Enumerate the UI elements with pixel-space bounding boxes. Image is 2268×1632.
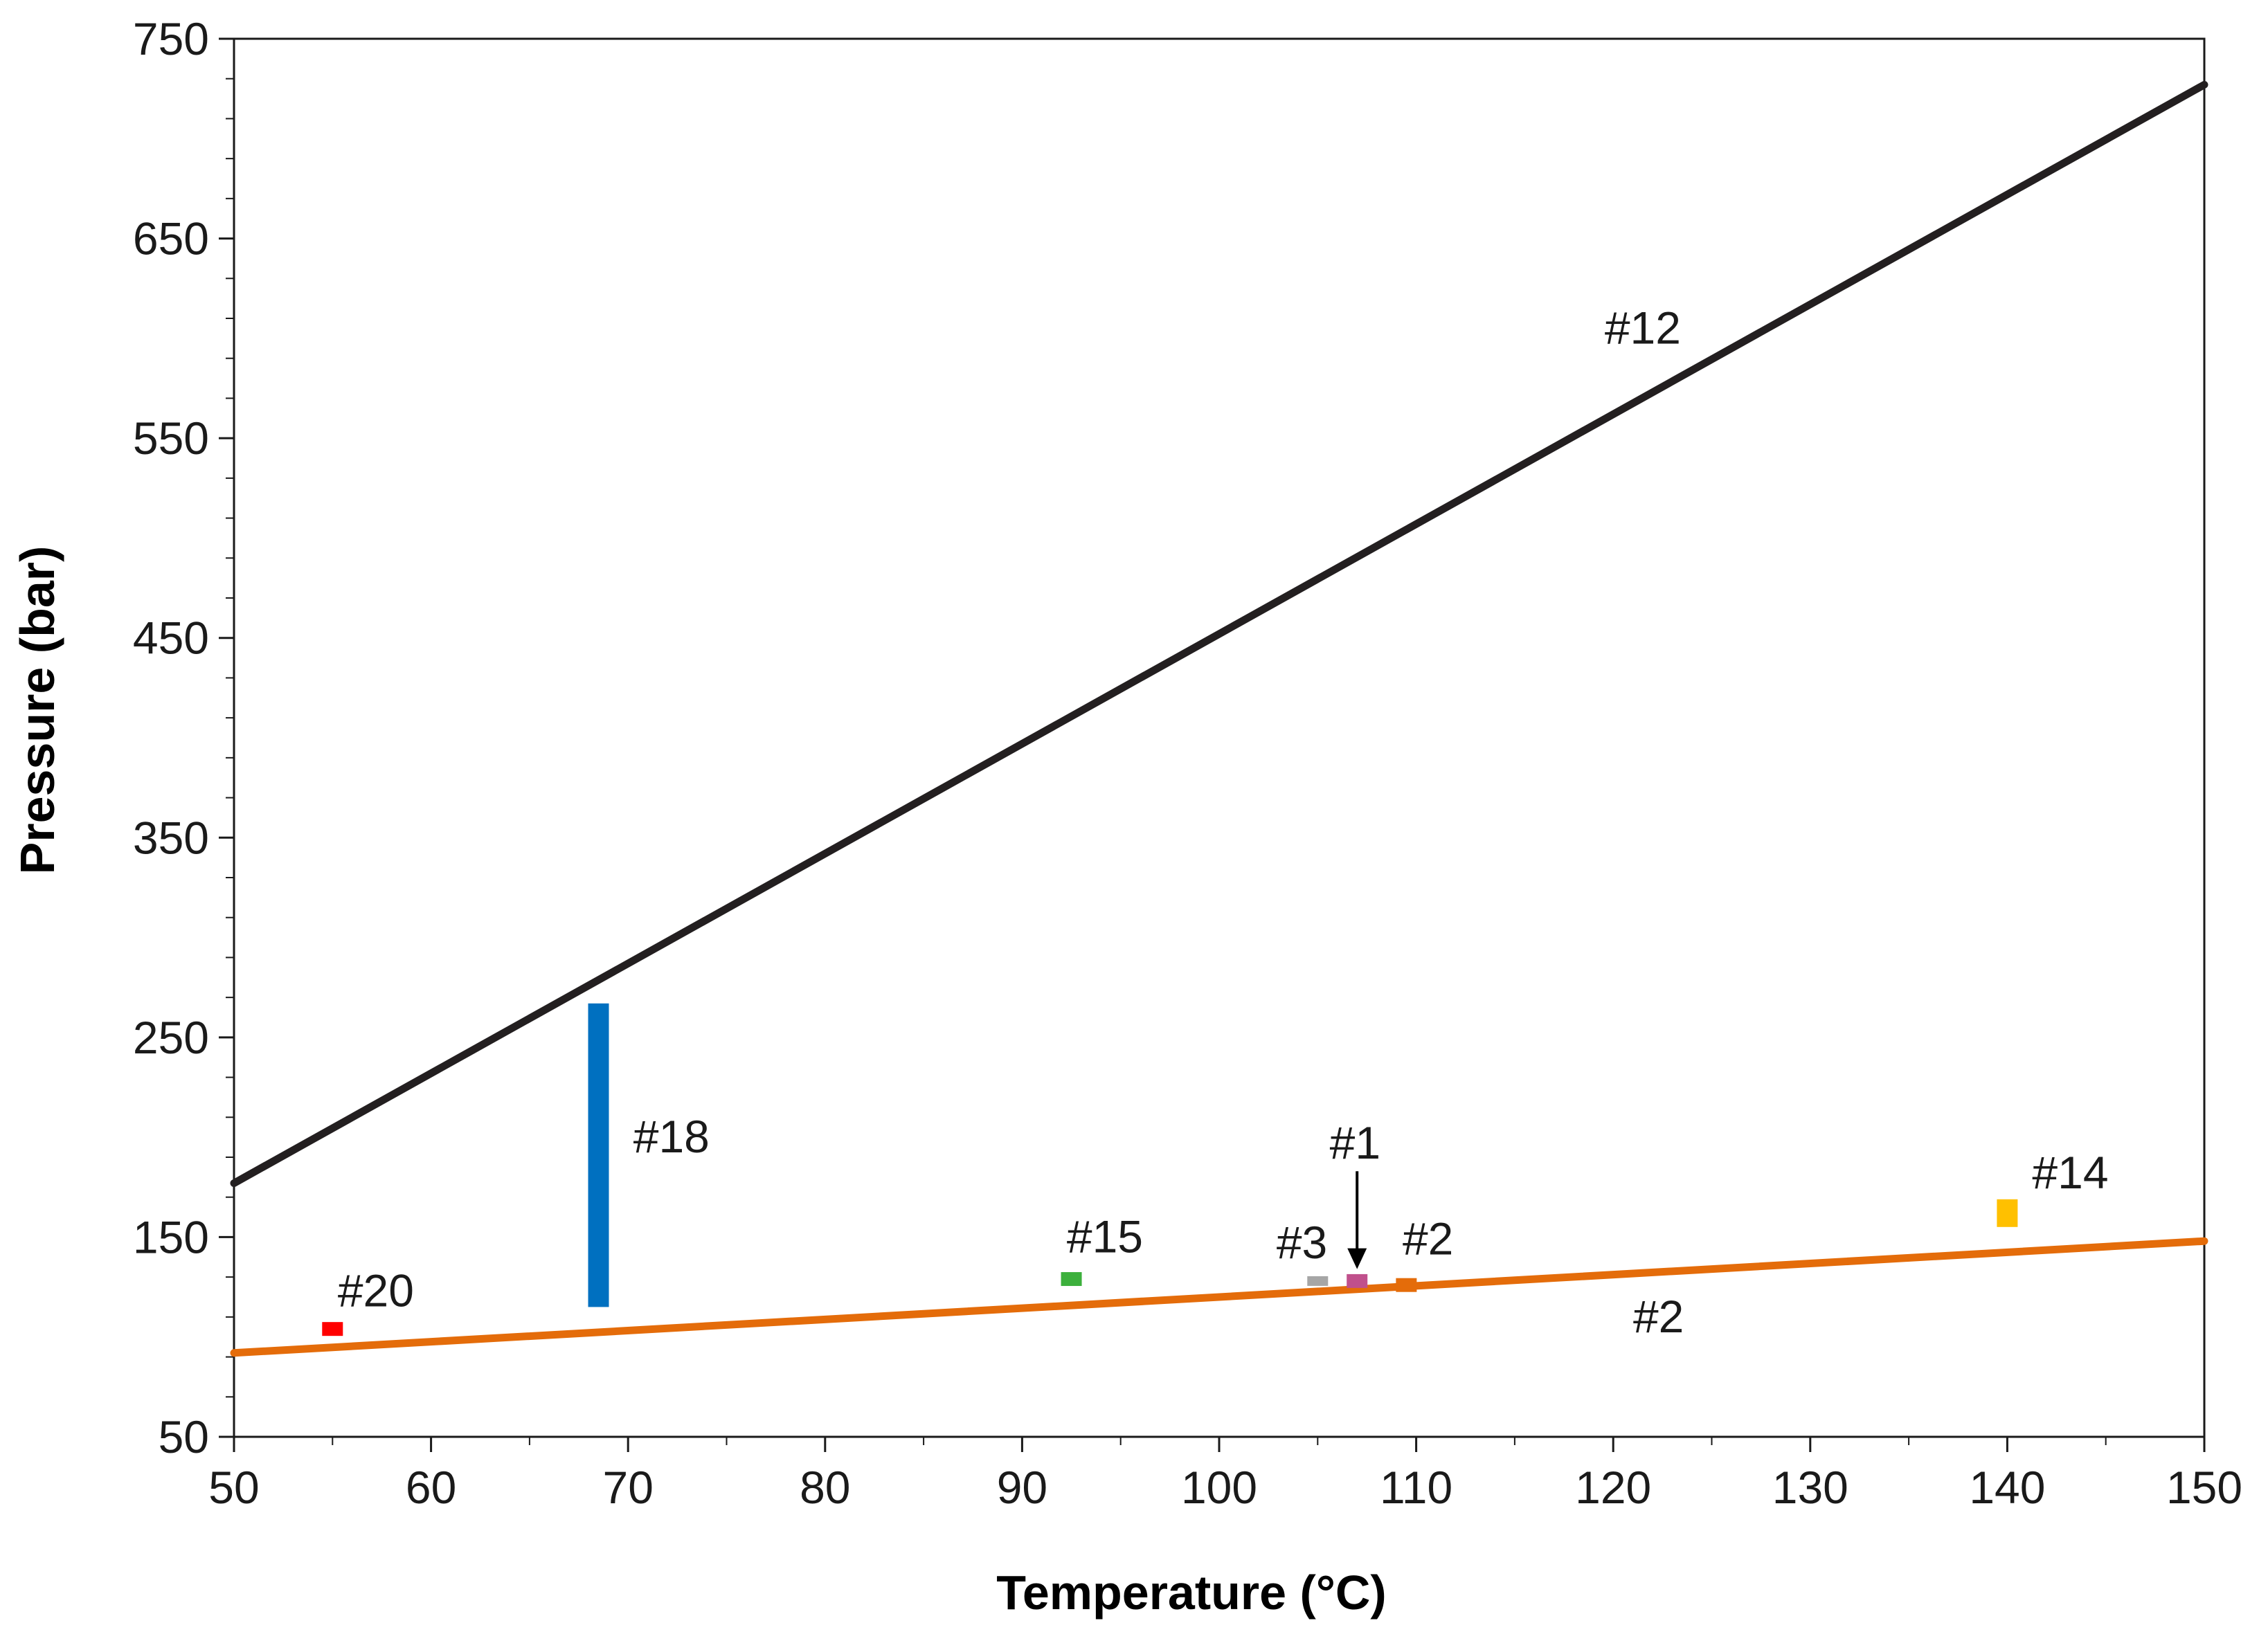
- marker-20: [322, 1322, 343, 1336]
- marker-18: [588, 1003, 609, 1307]
- x-tick-label: 80: [800, 1462, 850, 1513]
- series-line-12: [230, 80, 2208, 1188]
- series-layer: [230, 80, 2208, 1357]
- x-tick-label: 120: [1575, 1462, 1651, 1513]
- x-tick-label: 50: [208, 1462, 259, 1513]
- x-tick-label: 70: [602, 1462, 653, 1513]
- y-tick-label: 750: [133, 13, 209, 64]
- y-tick-label: 350: [133, 812, 209, 863]
- label-3: #3: [1277, 1217, 1327, 1268]
- y-tick-label: 550: [133, 412, 209, 464]
- label-2: #2: [1633, 1291, 1684, 1342]
- y-tick-label: 250: [133, 1012, 209, 1063]
- x-tick-label: 90: [997, 1462, 1047, 1513]
- label-15: #15: [1067, 1211, 1143, 1262]
- marker-1: [1347, 1273, 1368, 1288]
- y-tick-label: 50: [159, 1411, 209, 1462]
- label-18: #18: [633, 1111, 710, 1162]
- arrow-head: [1347, 1248, 1367, 1269]
- annotation-layer: #12 #18 #20 #15 #3#1 #2 #2 #14: [338, 302, 2109, 1341]
- x-axis-title: Temperature (°C): [996, 1566, 1386, 1620]
- label-14: #14: [2032, 1147, 2108, 1198]
- marker-14: [1997, 1199, 2018, 1227]
- x-tick-label: 130: [1772, 1462, 1848, 1513]
- label-1: #1: [1330, 1117, 1380, 1168]
- y-tick-label: 450: [133, 613, 209, 664]
- y-tick-label: 650: [133, 213, 209, 264]
- axes: 50 150 250 350 450 550 650 750 50 60 70 80 90 100 110 1…: [133, 13, 2242, 1513]
- marker-3: [1307, 1276, 1329, 1286]
- marker-15: [1061, 1272, 1082, 1287]
- marker-layer: [322, 1003, 2018, 1336]
- marker-2: [1396, 1278, 1417, 1292]
- label-20: #20: [338, 1264, 414, 1316]
- y-axis-title: Pressure (bar): [10, 546, 64, 875]
- x-tick-label: 140: [1969, 1462, 2045, 1513]
- series-line-2: [230, 1237, 2208, 1357]
- x-tick-label: 60: [406, 1462, 456, 1513]
- x-tick-label: 110: [1380, 1462, 1452, 1513]
- label-12: #12: [1605, 302, 1681, 353]
- x-tick-label: 150: [2166, 1462, 2242, 1513]
- label-2: #2: [1403, 1213, 1453, 1264]
- x-tick-label: 100: [1181, 1462, 1257, 1513]
- y-tick-label: 150: [133, 1211, 209, 1262]
